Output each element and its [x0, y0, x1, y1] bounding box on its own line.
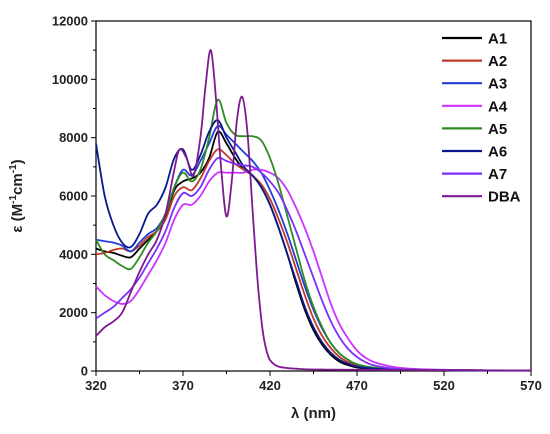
- y-axis: 0 2000 4000 6000 8000 10000 12000: [52, 14, 96, 379]
- y-tick-label: 6000: [59, 189, 88, 204]
- x-axis-title: λ (nm): [291, 405, 336, 422]
- legend-label-a5: A5: [488, 121, 507, 138]
- legend: A1 A2 A3 A4 A5 A6 A7 DBA: [442, 31, 521, 206]
- series-line-a3: [95, 124, 532, 372]
- legend-label-dba: DBA: [488, 189, 521, 206]
- x-tick-label: 420: [259, 378, 281, 393]
- legend-label-a4: A4: [488, 98, 508, 115]
- y-tick-label: 4000: [59, 247, 88, 262]
- legend-label-a3: A3: [488, 76, 507, 93]
- legend-label-a6: A6: [488, 144, 507, 161]
- y-tick-label: 2000: [59, 305, 88, 320]
- y-tick-label: 0: [81, 364, 88, 379]
- series-line-a6: [95, 119, 532, 372]
- y-tick-label: 10000: [52, 72, 88, 87]
- series-layer: [95, 49, 532, 372]
- series-line-dba: [95, 49, 532, 372]
- x-axis: 320 370 420 470 520 570: [85, 371, 542, 393]
- x-tick-label: 370: [172, 378, 194, 393]
- x-tick-label: 320: [85, 378, 107, 393]
- y-axis-title: ε (M-1cm-1): [8, 159, 26, 232]
- series-line-a4: [95, 168, 532, 372]
- x-tick-label: 520: [433, 378, 455, 393]
- series-line-a2: [95, 148, 532, 372]
- x-tick-label: 570: [520, 378, 542, 393]
- legend-label-a2: A2: [488, 53, 507, 70]
- legend-label-a1: A1: [488, 31, 507, 48]
- y-tick-label: 12000: [52, 14, 88, 29]
- series-line-a7: [95, 156, 532, 372]
- legend-label-a7: A7: [488, 166, 507, 183]
- y-tick-label: 8000: [59, 130, 88, 145]
- x-tick-label: 470: [346, 378, 368, 393]
